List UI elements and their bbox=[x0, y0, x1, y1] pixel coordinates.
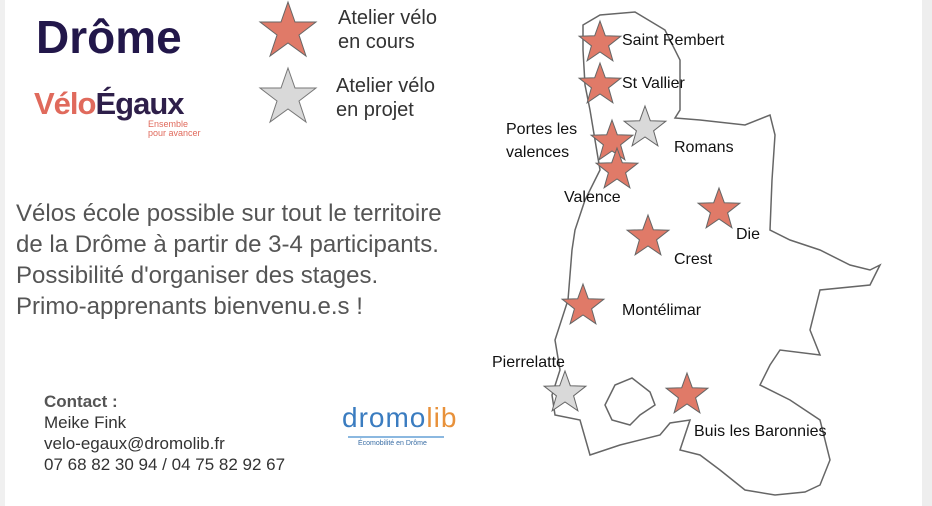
star-icon-active bbox=[589, 118, 635, 161]
contact-email: velo-egaux@dromolib.fr bbox=[44, 434, 225, 453]
contact-phone: 07 68 82 30 94 / 04 75 82 92 67 bbox=[44, 455, 286, 474]
star-icon-active bbox=[664, 371, 710, 414]
city-label: St Vallier bbox=[622, 75, 685, 92]
city-label: Saint Rembert bbox=[622, 32, 725, 49]
page-title: Drôme bbox=[36, 11, 182, 63]
city-label: Valence bbox=[564, 189, 621, 206]
description: Vélos école possible sur tout le territo… bbox=[16, 200, 442, 320]
city-label: Montélimar bbox=[622, 302, 702, 319]
star-icon-active bbox=[560, 282, 606, 325]
city-label: Portes les valences bbox=[506, 121, 578, 161]
enclave-outline bbox=[604, 377, 656, 426]
city-label: Pierrelatte bbox=[492, 354, 565, 371]
star-icon-active bbox=[625, 213, 671, 256]
legend-star-icon-planned bbox=[258, 66, 318, 124]
city-label: Buis les Baronnies bbox=[694, 423, 827, 440]
right-scroll-gutter bbox=[922, 0, 932, 506]
city-label: Die bbox=[736, 226, 761, 243]
dromolib-logo: dromolib Écomobilité en Drôme bbox=[342, 402, 458, 447]
star-icon-active bbox=[594, 146, 640, 189]
contact-block: Contact : Meike Fink velo-egaux@dromolib… bbox=[44, 392, 286, 474]
city-label: Romans bbox=[674, 139, 734, 156]
legend-label-active: Atelier vélo en cours bbox=[338, 7, 437, 53]
left-border bbox=[0, 0, 5, 506]
star-icon-active bbox=[577, 19, 623, 62]
star-icon-planned bbox=[542, 369, 588, 412]
legend-star-icon-active bbox=[258, 0, 318, 58]
velo-egaux-logo: VéloÉgaux bbox=[34, 86, 185, 121]
velo-egaux-tagline: Ensemble pour avancer bbox=[148, 119, 201, 138]
city-label: Crest bbox=[674, 251, 713, 268]
legend-label-planned: Atelier vélo en projet bbox=[336, 75, 435, 121]
star-icon-planned bbox=[622, 104, 668, 147]
star-icon-active bbox=[696, 186, 742, 229]
star-icon-active bbox=[577, 61, 623, 104]
